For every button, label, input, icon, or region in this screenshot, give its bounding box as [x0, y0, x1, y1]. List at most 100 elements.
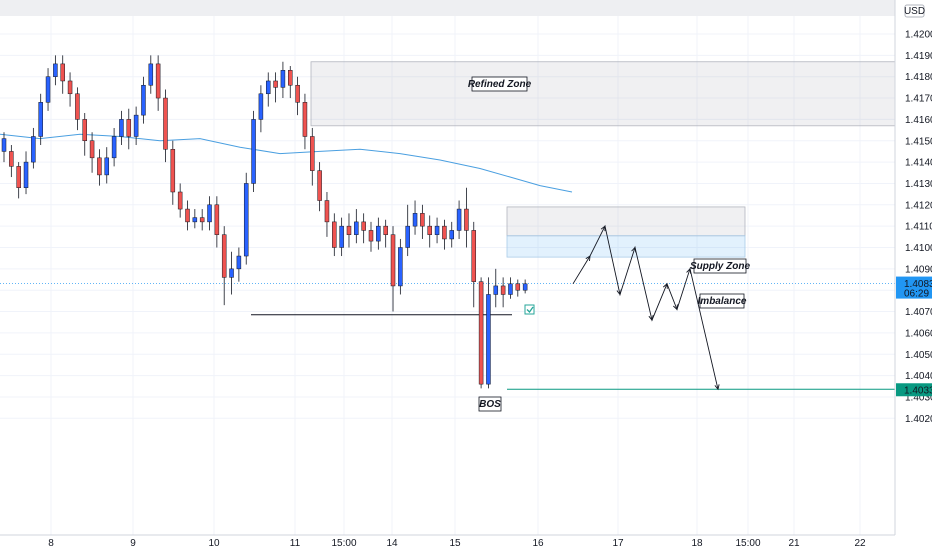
y-tick-label: 1.40900 [905, 264, 932, 275]
x-tick-label: 15 [449, 538, 461, 549]
candle-body [368, 230, 374, 242]
candle-bull [207, 196, 212, 231]
candle-bull [405, 204, 410, 257]
candle-bear [383, 219, 388, 248]
candle-body [456, 208, 462, 231]
projection-arrowhead [686, 267, 692, 274]
candle-body [383, 225, 388, 235]
candle-bull [243, 172, 249, 265]
candle-bear [317, 162, 322, 212]
time-axis[interactable]: 8 9 10 11 15:00 14 15 16 17 18 15:00 21 22 [0, 534, 932, 550]
candle-body [60, 63, 65, 82]
candle-body [376, 225, 381, 242]
candle-body [236, 255, 242, 270]
candle-body [265, 80, 271, 95]
candle-body [464, 208, 469, 231]
candle-bear [185, 200, 190, 231]
candle-bull [280, 61, 286, 99]
candles-layer[interactable] [1, 55, 528, 389]
candle-bull [192, 209, 198, 229]
y-tick-label: 1.40700 [905, 307, 932, 318]
y-tick-label: 1.41100 [905, 222, 932, 233]
candle-bull [486, 277, 491, 389]
candle-bull [111, 127, 117, 167]
candle-bear [464, 187, 469, 248]
price-lines-layer [0, 283, 895, 390]
check-icon [524, 304, 535, 315]
y-tick-label: 1.42000 [905, 30, 932, 41]
candle-bear [288, 66, 293, 99]
candle-body [427, 225, 432, 235]
candle-body [493, 285, 499, 295]
candle-body [332, 221, 337, 248]
candle-body [82, 119, 87, 142]
candle-bull [449, 221, 454, 248]
candle-body [9, 151, 14, 167]
candle-bull [354, 209, 359, 244]
candle-body [317, 170, 322, 201]
y-tick-label: 1.41300 [905, 179, 932, 190]
currency-badge: USD [904, 4, 925, 18]
candle-body [199, 217, 205, 223]
y-tick-label: 1.41600 [905, 115, 932, 126]
candle-bear [60, 55, 65, 94]
candle-body [280, 70, 286, 88]
candle-body [324, 200, 330, 223]
candle-body [310, 136, 315, 171]
projection-arrowhead [600, 225, 606, 232]
candle-bear [515, 279, 521, 297]
candle-body [273, 80, 278, 88]
candle-body [258, 93, 264, 120]
candle-bear [82, 112, 87, 156]
candle-bear [302, 93, 308, 150]
x-tick-label: 15:00 [331, 538, 356, 549]
candle-body [288, 70, 293, 86]
y-tick-label: 1.40400 [905, 371, 932, 382]
candle-bull [398, 238, 403, 295]
candle-body [221, 234, 227, 278]
candle-body [339, 225, 344, 248]
candle-body [53, 63, 58, 77]
price-axis[interactable]: USD 1.420001.419001.418001.417001.416001… [894, 0, 932, 550]
candle-bear [163, 89, 168, 163]
candle-bull [104, 147, 110, 184]
candle-body [89, 140, 95, 159]
supply-zone-box [506, 206, 746, 237]
candle-body [133, 114, 139, 137]
candle-bear [214, 196, 220, 248]
candle-body [390, 234, 396, 287]
candle-body [185, 208, 190, 223]
candle-body [405, 225, 410, 248]
bos-label: BOS [478, 396, 502, 412]
candle-bear [221, 226, 227, 306]
candle-body [148, 63, 154, 86]
imbalance-label-text: Imbalance [698, 296, 747, 307]
x-tick-label: 18 [691, 538, 703, 549]
candle-body [515, 283, 521, 291]
x-tick-labels: 8 9 10 11 15:00 14 15 16 17 18 15:00 21 22 [48, 538, 866, 549]
candle-body [354, 221, 359, 235]
candle-bull [258, 85, 264, 133]
candle-body [412, 213, 418, 227]
candle-body [478, 281, 484, 385]
candle-body [38, 102, 43, 137]
candle-bear [390, 226, 396, 312]
candle-body [522, 283, 528, 291]
candle-bear [170, 140, 176, 205]
candle-bull [119, 110, 124, 146]
candle-bull [45, 68, 51, 111]
y-tick-labels: 1.42000 1.41900 1.41800 1.41700 1.41600 1.415… [905, 30, 932, 425]
candle-bear [310, 127, 315, 186]
y-tick-label: 1.40500 [905, 350, 932, 361]
candle-bull [229, 251, 234, 295]
candle-body [500, 285, 506, 295]
countdown-value: 06:29 [904, 289, 929, 300]
y-tick-label: 1.41900 [905, 51, 932, 62]
y-tick-label: 1.40600 [905, 328, 932, 339]
candle-bear [361, 213, 366, 244]
price-axis-background [895, 0, 932, 550]
projection-arrowhead [673, 304, 678, 311]
candle-bear [442, 219, 447, 250]
candle-body [207, 204, 212, 223]
